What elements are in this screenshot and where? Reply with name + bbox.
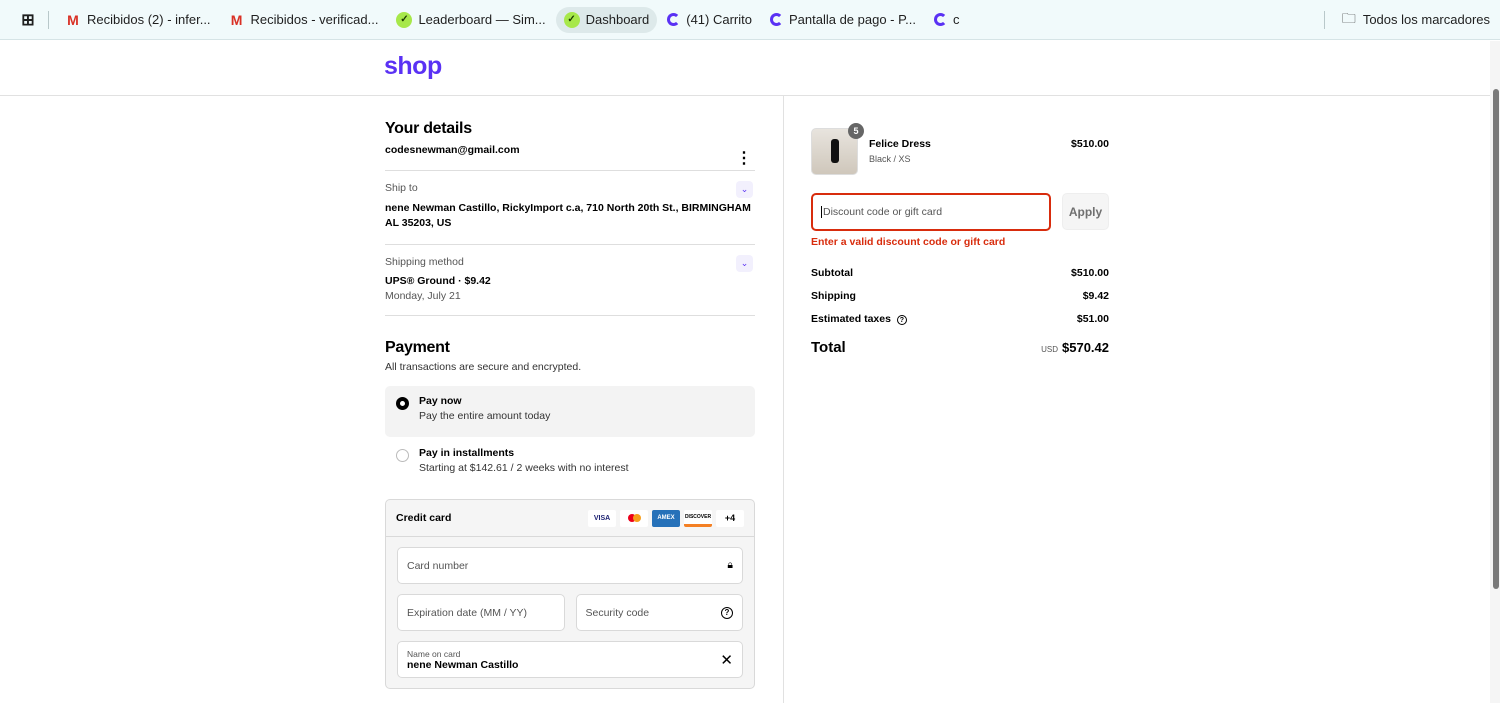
shop-icon (933, 13, 947, 26)
bookmark-item[interactable]: Pantalla de pago - P... (762, 7, 924, 33)
currency: USD (1041, 345, 1058, 354)
bookmark-label: Leaderboard — Sim... (418, 12, 546, 27)
bookmark-label: Pantalla de pago - P... (788, 12, 916, 27)
shipping-label: Shipping (811, 290, 856, 302)
more-options-icon[interactable]: ⋮ (736, 150, 752, 167)
bookmark-label: Recibidos - verificad... (250, 12, 379, 27)
name-on-card-label: Name on card (407, 648, 461, 659)
gmail-icon: M (230, 11, 243, 28)
column-divider (783, 96, 784, 703)
shop-icon (667, 13, 681, 26)
bookmark-item[interactable]: ✓ Dashboard (555, 6, 658, 33)
mastercard-icon (620, 509, 648, 527)
more-cards-badge: +4 (716, 509, 744, 527)
bookmark-label: c (952, 12, 960, 27)
name-on-card-value: nene Newman Castillo (407, 658, 519, 671)
card-brands: VISA AMEX DISCOVER +4 (588, 509, 744, 527)
checkout-form: Your details codesnewman@gmail.com ⋮ Shi… (385, 120, 755, 689)
email: codesnewman@gmail.com (385, 144, 520, 156)
total-value: $570.42 (1062, 340, 1109, 355)
all-bookmarks[interactable]: 🗀 Todos los marcadores (1333, 7, 1498, 33)
discount-placeholder: Discount code or gift card (821, 206, 943, 218)
card-number-input[interactable]: Card number 🔒︎ (397, 547, 743, 584)
gmail-icon: M (67, 11, 79, 28)
all-bookmarks-label: Todos los marcadores (1362, 12, 1490, 27)
folder-icon: 🗀 (1341, 9, 1356, 26)
bookmark-label: Recibidos (2) - infer... (87, 12, 211, 27)
product-name: Felice Dress (869, 138, 931, 150)
taxes-label: Estimated taxes (811, 313, 891, 325)
help-circle-icon[interactable]: ? (896, 315, 907, 325)
ship-to-label: Ship to (385, 182, 418, 194)
credit-card-section: Credit card VISA AMEX DISCOVER +4 Card n… (385, 499, 755, 689)
payment-subtitle: All transactions are secure and encrypte… (385, 361, 582, 373)
divider (48, 10, 49, 29)
shop-icon (769, 13, 783, 26)
product-variant: Black / XS (869, 154, 911, 164)
expiration-placeholder: Expiration date (MM / YY) (407, 606, 528, 619)
discount-code-input[interactable]: Discount code or gift card (811, 193, 1051, 231)
leaderboard-icon: ✓ (563, 11, 580, 28)
product-price: $510.00 (1071, 138, 1109, 150)
scrollbar[interactable] (1490, 41, 1500, 703)
discount-error: Enter a valid discount code or gift card (811, 236, 1006, 248)
shipping-method: UPS® Ground · $9.42 (385, 275, 491, 287)
option-title: Pay in installments (419, 447, 515, 459)
shipping-date: Monday, July 21 (385, 290, 461, 302)
name-on-card-input[interactable]: Name on card nene Newman Castillo ✕ (397, 641, 743, 678)
bookmark-item[interactable]: M Recibidos (2) - infer... (57, 7, 219, 33)
security-code-input[interactable]: Security code? (575, 594, 743, 631)
shipping-value: $9.42 (1082, 290, 1109, 302)
bookmark-item[interactable]: ✓ Leaderboard — Sim... (388, 7, 553, 33)
checkout-header: shop (0, 41, 1490, 96)
your-details-title: Your details (385, 120, 472, 137)
pay-installments-option[interactable]: Pay in installments Starting at $142.61 /… (385, 437, 755, 488)
amex-icon: AMEX (652, 509, 680, 527)
shipping-method-label: Shipping method (385, 256, 464, 268)
subtotal-value: $510.00 (1071, 267, 1109, 279)
subtotal-label: Subtotal (811, 267, 853, 279)
help-circle-icon[interactable]: ? (721, 606, 733, 619)
card-number-placeholder: Card number (407, 559, 469, 572)
divider (1323, 10, 1325, 29)
bookmark-item[interactable]: c (926, 7, 968, 33)
option-desc: Pay the entire amount today (419, 410, 551, 422)
chevron-down-icon[interactable]: ⌄ (736, 181, 753, 198)
scrollbar-thumb[interactable] (1493, 89, 1499, 589)
bookmarks-bar: ⊞ M Recibidos (2) - infer... M Recibidos - … (0, 0, 1500, 40)
option-title: Pay now (419, 395, 462, 407)
chevron-down-icon[interactable]: ⌄ (736, 255, 753, 272)
payment-title: Payment (385, 339, 450, 356)
apply-button[interactable]: Apply (1062, 193, 1109, 230)
visa-icon: VISA (588, 509, 616, 527)
apps-grid-icon[interactable]: ⊞ (21, 11, 35, 29)
bookmark-label: (41) Carrito (686, 12, 752, 27)
total-label: Total (811, 339, 846, 356)
pay-now-option[interactable]: Pay now Pay the entire amount today (385, 386, 755, 437)
leaderboard-icon: ✓ (396, 11, 413, 28)
quantity-badge: 5 (848, 123, 864, 139)
radio-selected[interactable] (396, 397, 409, 410)
discover-icon: DISCOVER (684, 509, 712, 527)
payment-options: Pay now Pay the entire amount today Pay i… (385, 386, 755, 488)
shop-logo[interactable]: shop (384, 52, 442, 80)
order-summary: 5 Felice Dress Black / XS $510.00 Discou… (811, 123, 1109, 357)
ship-to-address: nene Newman Castillo, RickyImport c.a, 7… (385, 202, 751, 229)
clear-icon[interactable]: ✕ (720, 651, 733, 669)
radio-unselected[interactable] (396, 449, 409, 462)
bookmark-item[interactable]: (41) Carrito (659, 7, 760, 33)
credit-card-label: Credit card (396, 512, 452, 524)
line-item: 5 Felice Dress Black / XS $510.00 (811, 123, 1109, 176)
bookmark-label: Dashboard (585, 12, 650, 27)
lock-icon: 🔒︎ (727, 559, 733, 571)
option-desc: Starting at $142.61 / 2 weeks with no in… (419, 462, 629, 474)
security-placeholder: Security code (585, 606, 650, 619)
taxes-value: $51.00 (1076, 313, 1109, 325)
bookmark-item[interactable]: M Recibidos - verificad... (221, 7, 387, 33)
expiration-date-input[interactable]: Expiration date (MM / YY) (397, 594, 565, 631)
